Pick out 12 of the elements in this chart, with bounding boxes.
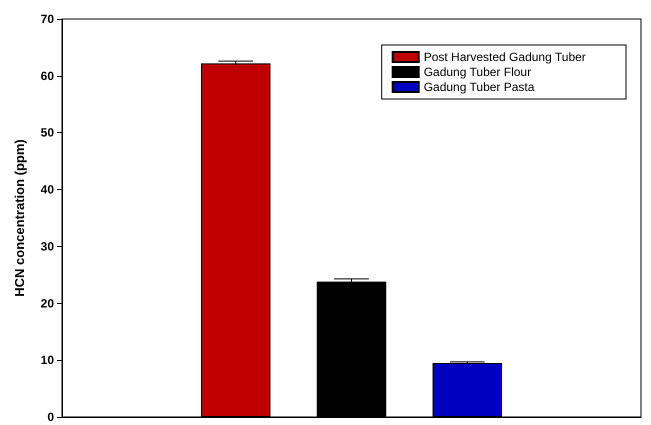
y-tick-label: 30	[40, 239, 54, 254]
legend-label: Gadung Tuber Pasta	[424, 80, 535, 94]
y-axis-title: HCN concentration (ppm)	[12, 139, 27, 297]
y-tick-label: 20	[40, 296, 54, 310]
y-tick-label: 50	[40, 126, 54, 140]
y-tick-label: 10	[40, 353, 54, 368]
y-tick-label: 70	[40, 12, 54, 26]
y-tick-label: 0	[47, 410, 54, 424]
y-tick-label: 60	[40, 68, 54, 83]
legend-label: Post Harvested Gadung Tuber	[424, 50, 586, 64]
y-tick-label: 40	[40, 182, 54, 197]
legend-label: Gadung Tuber Flour	[424, 65, 532, 79]
